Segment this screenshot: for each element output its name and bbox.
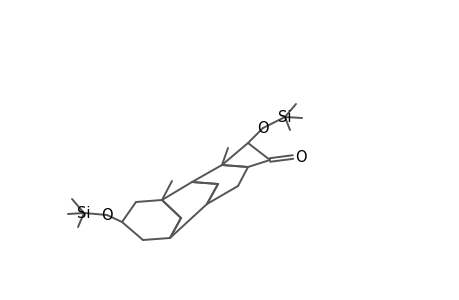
Text: O: O [257,121,268,136]
Text: O: O [101,208,112,223]
Text: Si: Si [77,206,90,220]
Text: Si: Si [278,110,291,124]
Text: O: O [295,149,306,164]
